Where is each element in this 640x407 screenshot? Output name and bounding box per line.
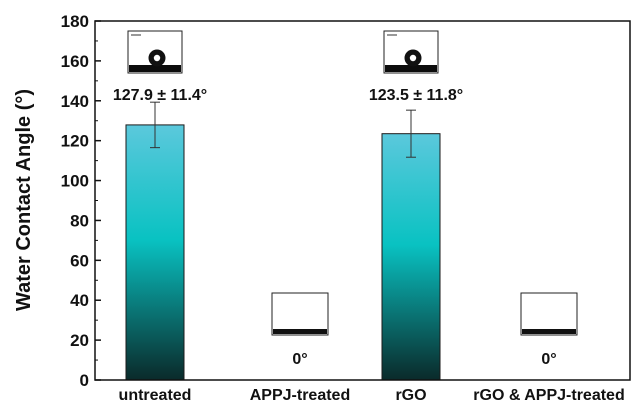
x-category-label: APPJ-treated [250,387,350,404]
plot-frame [94,20,631,381]
y-tick-label: 60 [70,251,89,270]
x-category-label: rGO [395,387,426,404]
y-tick-label: 0 [80,371,89,390]
value-label: 127.9 ± 11.4° [113,87,207,104]
value-label: 123.5 ± 11.8° [369,87,463,104]
value-label: 0° [541,351,556,368]
x-category-label: untreated [119,387,192,404]
y-tick-label: 40 [70,291,89,310]
y-tick-label: 100 [61,172,89,191]
droplet-inset-image [383,30,439,74]
y-tick-label: 160 [61,52,89,71]
y-tick-label: 80 [70,211,89,230]
droplet-inset-image [127,30,183,74]
y-axis-label: Water Contact Angle (°) [13,89,35,311]
y-tick-label: 120 [61,132,89,151]
spread-film-inset-image [520,292,578,336]
y-tick-label: 180 [61,12,89,31]
x-category-label: rGO & APPJ-treated [473,387,624,404]
y-tick-label: 140 [61,92,89,111]
value-label: 0° [292,351,307,368]
bar-untreated [125,124,185,381]
y-tick-label: 20 [70,331,89,350]
bar-rgo [381,133,441,381]
spread-film-inset-image [271,292,329,336]
